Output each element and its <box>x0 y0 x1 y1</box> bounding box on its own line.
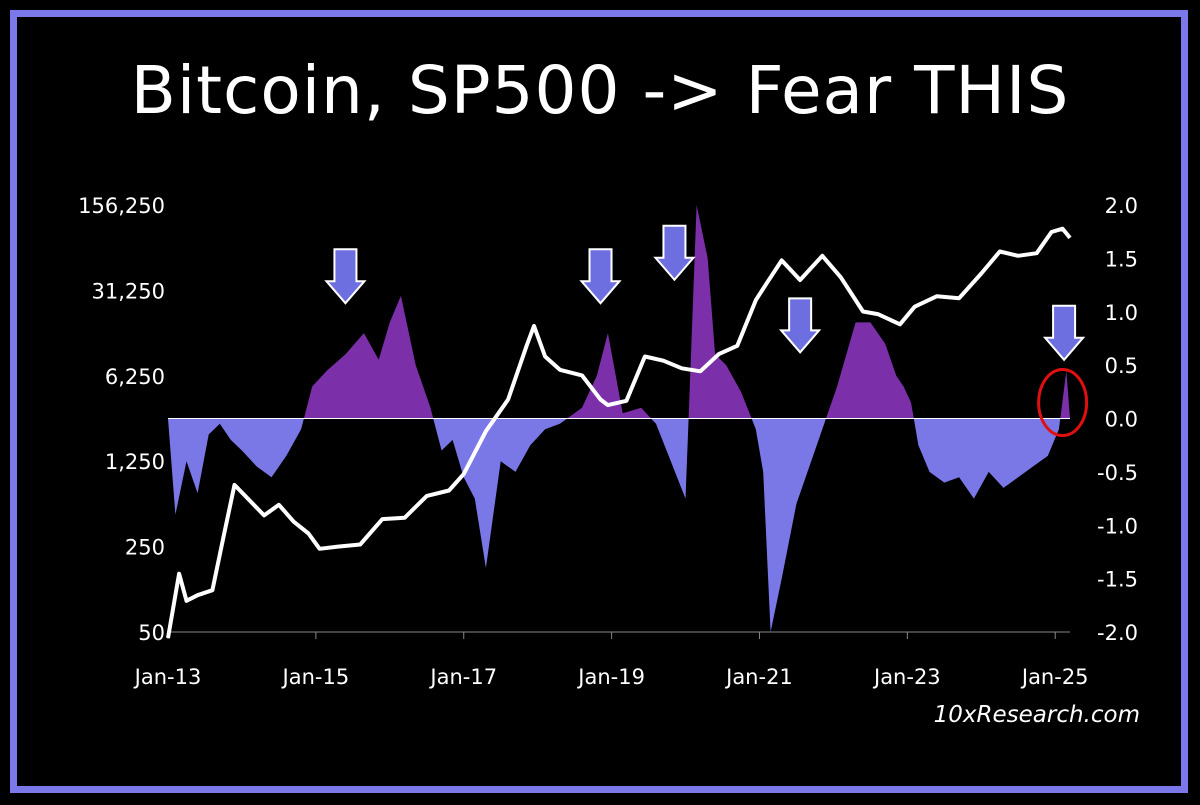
left-tick-label-4: 250 <box>125 536 165 560</box>
positive-area-segment-8 <box>826 322 914 419</box>
right-tick-label-0: 2.0 <box>1105 194 1138 218</box>
positive-area-segment-6 <box>688 205 752 419</box>
x-tick-label-1: Jan-15 <box>281 665 350 689</box>
left-tick-label-3: 1,250 <box>105 450 165 474</box>
negative-area-segment-9 <box>913 418 1061 499</box>
x-tick-layer: Jan-13 Jan-15 Jan-17 Jan-19 Jan-21 Jan-23 Jan-… <box>133 632 1089 689</box>
right-tick-layer: 2.0 1.5 1.0 0.5 0.0 -0.5 -1.0 -1.5 -2.0 <box>1097 194 1138 645</box>
watermark: 10xResearch.com <box>933 702 1140 728</box>
down-arrow-icon-4 <box>1042 304 1086 362</box>
negative-area-segment-7 <box>751 418 826 632</box>
down-arrow-icon-0 <box>324 248 367 305</box>
right-tick-label-2: 1.0 <box>1105 301 1138 325</box>
chart-title: Bitcoin, SP500 -> Fear THIS <box>130 52 1070 129</box>
left-tick-layer: 156,250 31,250 6,250 1,250 250 50 <box>78 194 165 645</box>
right-tick-label-3: 0.5 <box>1105 354 1138 378</box>
right-tick-label-1: 1.5 <box>1105 247 1138 271</box>
x-tick-label-5: Jan-23 <box>872 665 941 689</box>
oscillator-area-layer <box>168 205 1070 632</box>
left-tick-label-1: 31,250 <box>92 279 165 303</box>
highlight-ellipse <box>1037 367 1089 437</box>
negative-area-segment-3 <box>433 418 568 568</box>
left-tick-label-5: 50 <box>138 621 165 645</box>
x-tick-label-4: Jan-21 <box>724 665 793 689</box>
annotation-layer <box>324 224 1089 437</box>
positive-area-segment-2 <box>303 295 434 419</box>
x-tick-label-0: Jan-13 <box>133 665 202 689</box>
right-tick-label-8: -2.0 <box>1097 621 1138 645</box>
right-tick-label-7: -1.5 <box>1097 568 1138 592</box>
left-tick-label-0: 156,250 <box>78 194 165 218</box>
right-tick-label-6: -1.0 <box>1097 514 1138 538</box>
right-tick-label-4: 0.0 <box>1105 408 1138 432</box>
positive-area-segment-4 <box>567 333 651 419</box>
x-tick-label-2: Jan-17 <box>428 665 497 689</box>
down-arrow-icon-3 <box>778 297 822 354</box>
left-tick-label-2: 6,250 <box>105 365 165 389</box>
negative-area-segment-5 <box>651 418 689 499</box>
down-arrow-icon-2 <box>653 224 696 282</box>
negative-area-segment-1 <box>168 418 304 515</box>
x-tick-label-3: Jan-19 <box>576 665 645 689</box>
x-tick-label-6: Jan-25 <box>1020 665 1089 689</box>
down-arrow-icon-1 <box>579 248 622 305</box>
bitcoin-price-line <box>166 226 1072 639</box>
right-tick-label-5: -0.5 <box>1097 461 1138 485</box>
positive-area-segment-10 <box>1060 370 1070 419</box>
